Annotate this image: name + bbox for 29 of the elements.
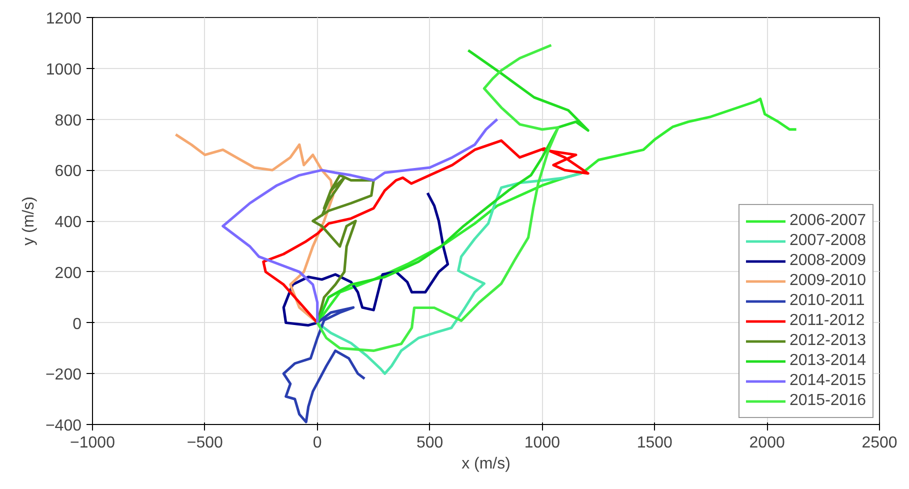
legend-label: 2013-2014 [789,352,866,370]
y-tick-label: 1000 [46,61,82,78]
x-tick-label: −500 [186,434,224,452]
legend-label: 2010-2011 [789,292,865,310]
legend-label: 2015-2016 [789,392,866,410]
legend-label: 2009-2010 [789,272,866,290]
x-tick-label: 0 [312,434,322,452]
x-tick-label: 2500 [862,434,898,452]
x-tick-label: 2000 [749,434,785,452]
legend-label: 2011-2012 [789,312,865,330]
y-tick-label: 800 [54,112,82,130]
legend-label: 2007-2008 [789,232,866,250]
legend-label: 2008-2009 [789,252,866,270]
legend-label: 2014-2015 [789,372,866,390]
x-tick-label: 1000 [524,434,560,452]
y-tick-label: −400 [45,418,82,434]
x-tick-label: 1500 [636,434,673,452]
y-tick-label: 600 [54,163,82,180]
legend-label: 2012-2013 [789,332,866,350]
y-tick-label: 400 [54,214,82,231]
y-tick-label: 1200 [46,10,82,28]
x-tick-label: −1000 [70,434,116,452]
y-tick-label: 0 [72,316,82,333]
y-axis-title: y (m/s) [20,196,38,246]
legend-label: 2006-2007 [789,212,866,230]
y-tick-label: 200 [54,264,82,282]
y-tick-label: −200 [45,366,82,384]
x-tick-label: 500 [416,434,444,452]
x-axis-title: x (m/s) [462,456,510,472]
